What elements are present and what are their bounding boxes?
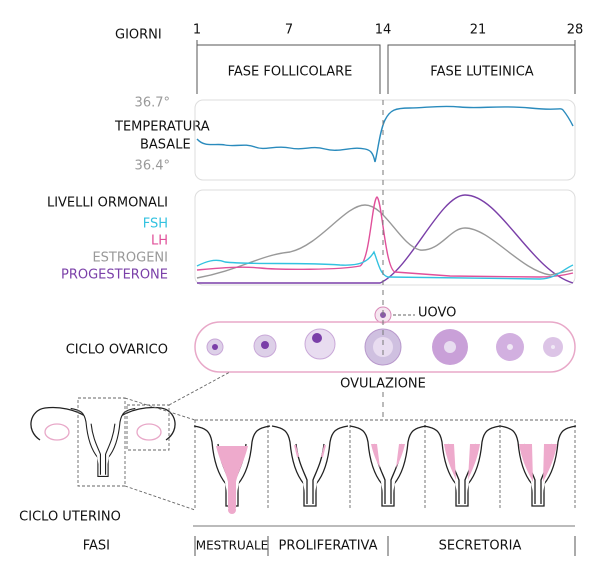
zoom-box: [126, 404, 170, 451]
endometrium: [519, 444, 557, 482]
temp-label: TEMPERATURA: [114, 120, 210, 135]
corpus-core: [444, 341, 456, 353]
day-tick: 21: [470, 23, 487, 38]
ovary: [136, 423, 162, 441]
zoom-box: [77, 397, 126, 487]
ovary: [44, 423, 70, 441]
oocyte: [312, 333, 322, 343]
temp-high: 36.7°: [135, 96, 170, 111]
phases-label: FASI: [83, 539, 110, 554]
uterus: [70, 407, 136, 477]
uterus-panel: [423, 425, 501, 507]
endometrium: [294, 444, 326, 458]
endometrium: [444, 444, 480, 480]
estrogen-curve: [196, 204, 574, 279]
legend-lh: LH: [151, 234, 168, 249]
ovarian-box: [194, 321, 576, 373]
legend-fsh: FSH: [143, 217, 168, 232]
endometrium: [216, 446, 248, 508]
phase-separators: [194, 536, 576, 556]
panel-frame: [194, 419, 576, 510]
uterus-panel: [271, 425, 349, 507]
temp-curve: [196, 105, 574, 163]
zoom-lines: [124, 371, 231, 511]
legend-estrogen: ESTROGENI: [92, 251, 168, 266]
uterus-panel: [349, 425, 427, 507]
legend-progesterone: PROGESTERONE: [61, 268, 168, 283]
phase-bracket: [196, 40, 576, 94]
uterus-panel: [499, 425, 577, 507]
oocyte: [261, 341, 269, 349]
temp-label: BASALE: [140, 138, 191, 153]
corpus-core: [551, 345, 555, 349]
day-tick: 1: [193, 23, 201, 38]
temp-low: 36.4°: [135, 159, 170, 174]
hormone-box: [194, 189, 576, 286]
anatomy: [30, 371, 231, 511]
phase-label: FASE FOLLICOLARE: [228, 65, 353, 80]
phase-label: FASE LUTEINICA: [430, 65, 534, 80]
oocyte: [212, 344, 218, 350]
day-tick: 7: [285, 23, 293, 38]
follicle: [304, 328, 336, 360]
ovulation-label: OVULAZIONE: [340, 377, 426, 392]
day-tick: 28: [567, 23, 584, 38]
progesterone-curve: [197, 194, 574, 284]
corpus-core: [507, 344, 513, 350]
uterine-label: CICLO UTERINO: [19, 510, 121, 525]
uterus-panel: [193, 425, 271, 514]
day-tick: 14: [375, 23, 392, 38]
endometrium: [371, 444, 405, 468]
hormones-label: LIVELLI ORMONALI: [47, 196, 168, 211]
phase-name: MESTRUALE: [196, 539, 268, 553]
ovarian-label: CICLO OVARICO: [66, 343, 168, 358]
phase-name: SECRETORIA: [439, 539, 522, 554]
phase-name: PROLIFERATIVA: [279, 539, 378, 554]
follicles: [206, 328, 563, 366]
lh-curve: [196, 196, 574, 278]
follicle-core: [373, 337, 393, 357]
egg-label: UOVO: [418, 306, 456, 321]
temp-box: [194, 99, 576, 181]
days-label: GIORNI: [115, 28, 162, 43]
fsh-curve: [196, 250, 574, 280]
